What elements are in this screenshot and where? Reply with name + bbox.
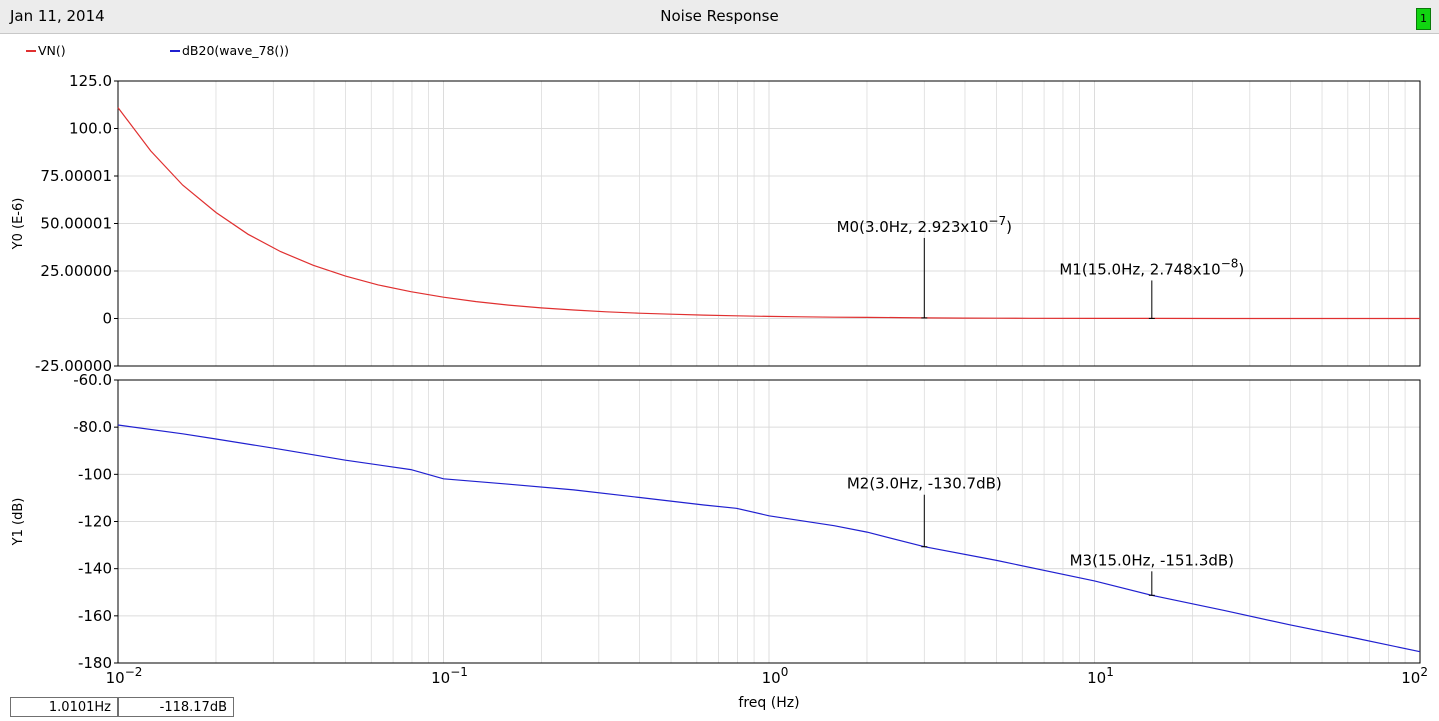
title-bar: Jan 11, 2014 Noise Response 1 (0, 0, 1439, 34)
y-tick-label: 50.00001 (40, 215, 112, 233)
legend-label-db20: dB20(wave_78()) (182, 43, 290, 58)
y-tick-label: -160 (78, 607, 112, 625)
chart-title: Noise Response (660, 7, 779, 25)
x-tick-label: 101 (1087, 665, 1114, 687)
legend-item-vn[interactable]: VN() (26, 43, 66, 58)
y-tick-label: 75.00001 (40, 167, 112, 185)
legend-item-db20[interactable]: dB20(wave_78()) (170, 43, 289, 58)
marker-label: M2(3.0Hz, -130.7dB) (847, 475, 1002, 493)
y-tick-label: 25.00000 (40, 262, 112, 280)
date-label: Jan 11, 2014 (10, 7, 105, 25)
legend-swatch-vn (26, 49, 36, 52)
y-tick-label: 100.0 (69, 120, 112, 138)
readout-y-value: -118.17dB (118, 697, 234, 717)
y-tick-label: -120 (78, 513, 112, 531)
x-tick-label: 100 (762, 665, 789, 687)
marker-label: M0(3.0Hz, 2.923x10−7) (837, 214, 1012, 236)
page-indicator[interactable]: 1 (1416, 8, 1431, 30)
x-axis-label: freq (Hz) (738, 695, 799, 711)
cursor-readout: 1.0101Hz -118.17dB (10, 697, 234, 717)
y-tick-label: -180 (78, 654, 112, 672)
x-tick-label: 10−1 (431, 665, 468, 687)
legend-label-vn: VN() (38, 43, 66, 58)
series-line-VN() (117, 107, 1420, 320)
y-tick-label: -140 (78, 560, 112, 578)
series-line-dB20(wave_78()) (117, 424, 1421, 653)
marker-label: M1(15.0Hz, 2.748x10−8) (1059, 256, 1244, 278)
y-tick-label: -100 (78, 465, 112, 483)
y-tick-label: -60.0 (73, 371, 112, 389)
readout-x-value: 1.0101Hz (10, 697, 118, 717)
x-tick-label: 10−2 (106, 665, 143, 687)
y-tick-label: -25.00000 (35, 357, 112, 375)
x-tick-label: 102 (1401, 665, 1428, 687)
marker-label: M3(15.0Hz, -151.3dB) (1070, 551, 1234, 569)
legend-swatch-db20 (170, 49, 180, 52)
y-tick-label: 125.0 (69, 72, 112, 90)
y-tick-label: 0 (102, 310, 112, 328)
y-axis-label: Y1 (dB) (11, 498, 26, 547)
y-axis-label: Y0 (E-6) (11, 198, 26, 251)
y-tick-label: -80.0 (73, 418, 112, 436)
